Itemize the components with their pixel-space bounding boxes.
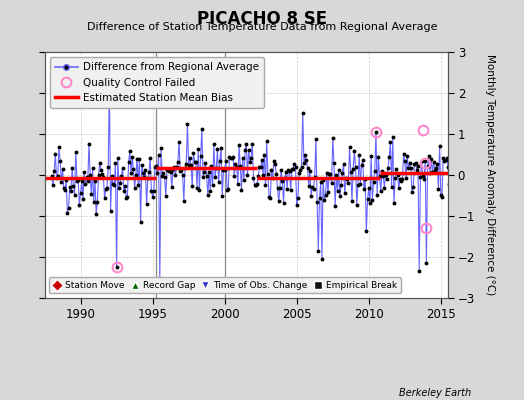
Legend: Station Move, Record Gap, Time of Obs. Change, Empirical Break: Station Move, Record Gap, Time of Obs. C… xyxy=(49,277,400,294)
Text: Berkeley Earth: Berkeley Earth xyxy=(399,388,472,398)
Y-axis label: Monthly Temperature Anomaly Difference (°C): Monthly Temperature Anomaly Difference (… xyxy=(485,54,495,296)
Text: PICACHO 8 SE: PICACHO 8 SE xyxy=(197,10,327,28)
Text: Difference of Station Temperature Data from Regional Average: Difference of Station Temperature Data f… xyxy=(87,22,437,32)
